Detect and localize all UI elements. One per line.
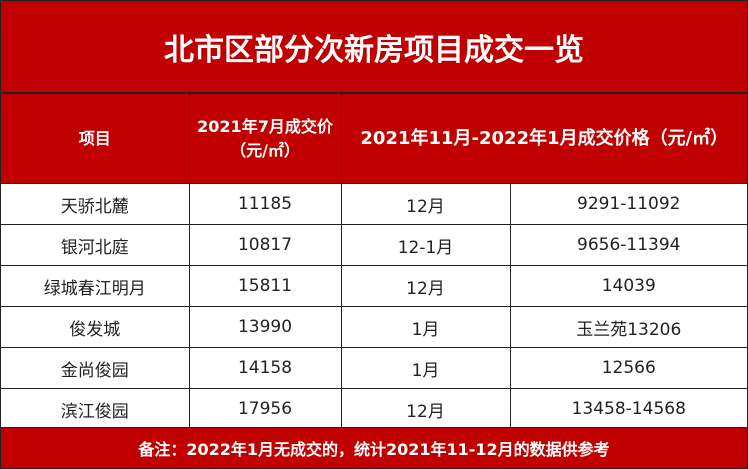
table-row: 滨江俊园 17956 12月 13458-14568 <box>1 388 747 430</box>
cell-month: 12月 <box>340 388 511 430</box>
cell-price: 14039 <box>509 265 747 307</box>
cell-price: 9656-11394 <box>509 224 747 266</box>
header-row: 项目 2021年7月成交价 （元/㎡） 2021年11月-2022年1月成交价格（… <box>1 93 747 184</box>
cell-july: 13990 <box>188 306 342 348</box>
cell-month: 12月 <box>340 183 511 225</box>
cell-price: 13458-14568 <box>509 388 747 430</box>
cell-price: 9291-11092 <box>509 183 747 225</box>
table-row: 金尚俊园 14158 1月 12566 <box>1 347 747 389</box>
cell-name: 银河北庭 <box>1 224 190 266</box>
table-row: 天骄北麓 11185 12月 9291-11092 <box>1 183 747 225</box>
cell-month: 12月 <box>340 265 511 307</box>
header-july-line1: 2021年7月成交价 <box>197 116 333 136</box>
cell-july: 10817 <box>188 224 342 266</box>
header-july-line2: （元/㎡） <box>230 140 300 160</box>
cell-name: 绿城春江明月 <box>1 265 190 307</box>
cell-price: 玉兰苑13206 <box>509 306 747 348</box>
cell-name: 俊发城 <box>1 306 190 348</box>
cell-name: 天骄北麓 <box>1 183 190 225</box>
cell-name: 金尚俊园 <box>1 347 190 389</box>
cell-name: 滨江俊园 <box>1 388 190 430</box>
table-row: 银河北庭 10817 12-1月 9656-11394 <box>1 224 747 266</box>
cell-july: 14158 <box>188 347 342 389</box>
cell-month: 1月 <box>340 306 511 348</box>
cell-july: 11185 <box>188 183 342 225</box>
cell-july: 15811 <box>188 265 342 307</box>
page-title: 北市区部分次新房项目成交一览 <box>1 1 747 93</box>
footnote: 备注：2022年1月无成交的，统计2021年11-12月的数据供参考 <box>1 427 747 468</box>
table-row: 绿城春江明月 15811 12月 14039 <box>1 265 747 307</box>
header-july-price: 2021年7月成交价 （元/㎡） <box>188 93 342 184</box>
transactions-table: 项目 2021年7月成交价 （元/㎡） 2021年11月-2022年1月成交价格（… <box>1 93 747 430</box>
cell-price: 12566 <box>509 347 747 389</box>
cell-month: 1月 <box>340 347 511 389</box>
cell-july: 17956 <box>188 388 342 430</box>
header-project: 项目 <box>1 93 190 184</box>
cell-month: 12-1月 <box>340 224 511 266</box>
table-row: 俊发城 13990 1月 玉兰苑13206 <box>1 306 747 348</box>
header-recent-price: 2021年11月-2022年1月成交价格（元/㎡） <box>340 93 747 184</box>
